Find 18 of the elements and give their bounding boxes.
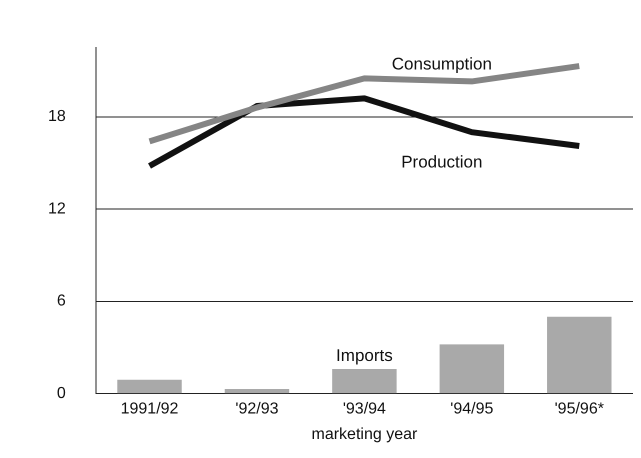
bar <box>547 316 612 394</box>
x-tick-label: '93/94 <box>342 400 386 418</box>
x-tick-label: 1991/92 <box>120 400 179 418</box>
series-label: Production <box>401 152 482 172</box>
y-tick-label: 12 <box>48 200 66 218</box>
bar <box>332 368 397 394</box>
x-axis-title: marketing year <box>311 426 418 443</box>
x-tick-label: '92/93 <box>235 400 279 418</box>
bar <box>117 380 182 394</box>
x-tick-label: '94/95 <box>450 400 494 418</box>
bar <box>224 388 290 394</box>
x-tick-label: '95/96* <box>554 400 604 418</box>
y-tick-label: 18 <box>48 108 66 126</box>
series-label: Imports <box>336 346 393 366</box>
series-label: Consumption <box>392 54 492 74</box>
bar <box>440 344 504 394</box>
y-tick-label: 6 <box>56 292 66 310</box>
y-tick-label: 0 <box>56 385 66 402</box>
